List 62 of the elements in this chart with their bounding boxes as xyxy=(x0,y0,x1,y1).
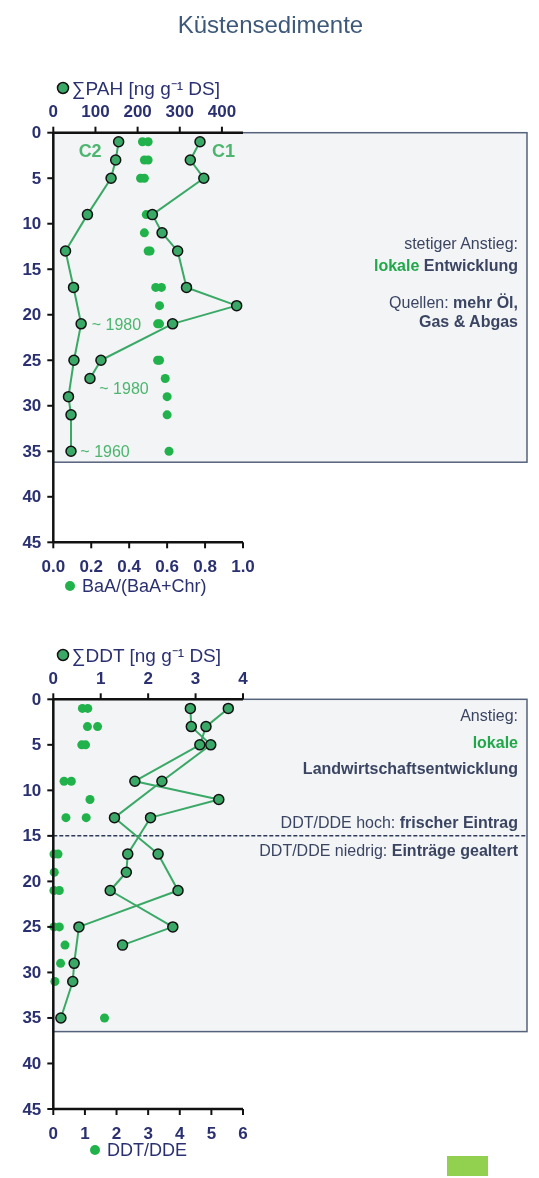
text: Gas & Abgas xyxy=(419,312,519,330)
y-tick-label: 10 xyxy=(22,214,42,234)
series-label: C2 xyxy=(78,140,102,161)
x-tick-label: 2 xyxy=(111,1123,122,1143)
x-tick-label: 1 xyxy=(80,1123,90,1143)
x-tick-label: 1.0 xyxy=(231,556,255,576)
text: Landwirtschaftsentwicklung xyxy=(302,759,518,777)
y-tick-label: 10 xyxy=(22,780,42,800)
y-tick-label: 40 xyxy=(22,1053,42,1073)
text: lokale Entwicklung xyxy=(373,256,518,274)
x-tick-label: 0.8 xyxy=(193,556,217,576)
y-tick-label: 0 xyxy=(31,689,42,709)
x-tick-label: 0.0 xyxy=(41,556,66,576)
text: Anstieg: xyxy=(460,706,518,724)
y-tick-label: 5 xyxy=(31,735,42,755)
x2-tick-label: 4 xyxy=(238,668,249,688)
text: stetiger Anstieg: xyxy=(404,234,518,252)
y-tick-label: 0 xyxy=(31,123,42,143)
annotation: ~ 1980 xyxy=(91,315,142,333)
y-tick-label: 25 xyxy=(22,350,42,370)
y-tick-label: 45 xyxy=(22,532,42,552)
y-tick-label: 5 xyxy=(31,168,42,188)
y-tick-label: 35 xyxy=(22,1008,42,1028)
annotation: ~ 1980 xyxy=(99,379,149,397)
x2-tick-label: 3 xyxy=(190,668,201,688)
source-note: Quellen: mehr Öl, xyxy=(389,292,518,311)
x2-axis-title: ∑DDT [ng g⁻¹ DS] xyxy=(72,644,222,667)
annotation: ~ 1960 xyxy=(80,442,130,460)
x-tick-label: 0.2 xyxy=(79,556,104,576)
x2-tick-label: 100 xyxy=(81,102,110,122)
text: DDT/DDE hoch: frischer Eintrag xyxy=(280,813,518,831)
y-tick-label: 15 xyxy=(22,259,42,279)
y-tick-label: 30 xyxy=(22,962,42,982)
x2-tick-label: 300 xyxy=(165,102,194,122)
y-tick-label: 25 xyxy=(22,917,42,937)
x-tick-label: 5 xyxy=(206,1123,217,1143)
x2-tick-label: 200 xyxy=(123,102,152,122)
x-tick-label: 4 xyxy=(175,1123,186,1143)
x-tick-label: 0.6 xyxy=(155,556,179,576)
x2-tick-label: 0 xyxy=(48,668,59,688)
y-tick-label: 30 xyxy=(22,396,42,416)
x2-axis-title: ∑PAH [ng g⁻¹ DS] xyxy=(72,77,221,100)
x2-tick-label: 400 xyxy=(207,102,237,122)
x-axis-title: BaA/(BaA+Chr) xyxy=(82,576,207,596)
text: DDT/DDE niedrig: Einträge gealtert xyxy=(259,841,519,859)
x-tick-label: 3 xyxy=(143,1123,153,1143)
y-tick-label: 20 xyxy=(22,305,42,325)
y-tick-label: 15 xyxy=(22,826,42,846)
y-tick-label: 45 xyxy=(22,1099,42,1119)
chart-title: Küstensedimente xyxy=(177,10,364,38)
series-label: C1 xyxy=(212,140,236,161)
text: lokale xyxy=(472,733,519,751)
x-axis-title: DDT/DDE xyxy=(107,1140,187,1160)
x-tick-label: 0.4 xyxy=(117,556,142,576)
x-tick-label: 6 xyxy=(238,1123,248,1143)
y-tick-label: 40 xyxy=(22,487,42,507)
y-tick-label: 35 xyxy=(22,441,42,461)
y-tick-label: 20 xyxy=(22,871,42,891)
x2-tick-label: 2 xyxy=(143,668,153,688)
x2-tick-label: 1 xyxy=(95,668,106,688)
x-tick-label: 0 xyxy=(48,1123,59,1143)
x2-tick-label: 0 xyxy=(48,102,59,122)
